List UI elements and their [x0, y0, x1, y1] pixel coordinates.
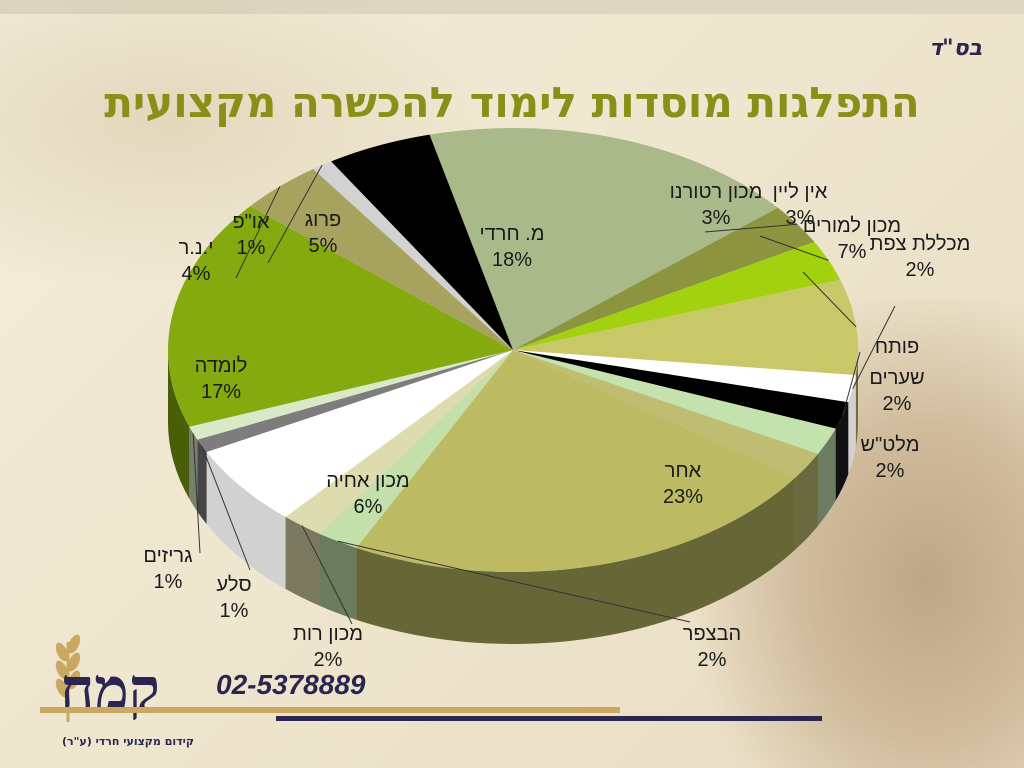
slice-label-3: מכון למורים 7%: [803, 215, 901, 263]
pie-side-6: [817, 428, 836, 526]
navy-divider: [276, 716, 822, 721]
pie-slice-0: [429, 128, 778, 350]
leader-line-4: [852, 305, 896, 390]
leader-line-2: [759, 235, 829, 261]
page-title: התפלגות מוסדות לימוד להכשרה מקצועית: [104, 78, 920, 127]
slice-label-14: לומדה 17%: [195, 355, 248, 403]
pie-slice-13: [189, 350, 513, 440]
slice-label-15: י.נ.ר 4%: [179, 237, 214, 285]
pie-side-10: [285, 516, 320, 606]
pie-slice-6: [513, 350, 836, 454]
pie-side-14: [168, 350, 190, 499]
pie-side-11: [206, 452, 286, 589]
leader-line-16: [267, 164, 323, 264]
leader-line-9: [337, 540, 691, 623]
pie-side-8: [356, 477, 796, 645]
pie-slice-4: [513, 350, 856, 403]
slice-label-5: פותח: [875, 336, 919, 358]
pie-side-3: [855, 350, 859, 448]
pie-slice-10: [285, 350, 513, 534]
pie-side-7: [795, 453, 818, 550]
pie-slice-5: [513, 350, 849, 429]
slice-label-6: שערים 2%: [869, 367, 924, 415]
leader-line-12: [201, 445, 251, 571]
pie-top: [167, 128, 858, 572]
slice-label-11: מכון אחיה 6%: [326, 470, 409, 518]
slice-label-16: או"פ 1%: [232, 211, 269, 259]
leader-line-1: [704, 223, 798, 233]
pie-sides: [168, 350, 859, 645]
pie-slice-15: [250, 169, 513, 350]
pie-slice-11: [206, 350, 513, 517]
pie-side-12: [197, 439, 207, 525]
leader-line-15: [235, 186, 281, 279]
pie-slice-3: [513, 279, 858, 376]
leader-line-13: [192, 433, 201, 554]
pie-side-4: [848, 375, 856, 475]
slice-label-1: מכון רטורנו 3%: [670, 181, 763, 229]
pie-side-9: [319, 533, 357, 620]
pie-slice-2: [513, 241, 841, 350]
pie-slice-16: [313, 161, 513, 350]
slice-label-17: פרוג 5%: [305, 209, 342, 257]
pie-slice-17: [331, 134, 513, 350]
pie-slice-7: [513, 350, 818, 478]
leader-line-3: [802, 271, 857, 328]
gold-divider: [40, 707, 620, 713]
slice-label-12: סלע 1%: [216, 574, 251, 622]
pie-slice-14: [167, 206, 513, 427]
leader-line-10: [301, 525, 353, 625]
slice-label-0: מ. חרדי 18%: [480, 223, 545, 271]
pie-labels: מ. חרדי 18% מכון רטורנו 3%אין ליין 3%מכון למ…: [143, 181, 970, 671]
slice-label-13: גריזים 1%: [143, 545, 192, 593]
pie-side-5: [835, 402, 849, 501]
slice-label-2: אין ליין 3%: [773, 181, 828, 229]
slice-label-7: מלט"ש 2%: [861, 434, 920, 482]
pie-leaders: [192, 164, 896, 625]
pie-side-13: [189, 426, 198, 512]
slice-label-8: אחר 23%: [663, 460, 703, 508]
header-note: בס"ד: [929, 36, 982, 61]
leader-line-5: [842, 351, 861, 416]
slice-label-9: הבצפר 2%: [683, 623, 741, 671]
logo-subtitle: קידום מקצועי חרדי (ע"ר): [62, 735, 194, 748]
pie-slice-12: [197, 350, 513, 453]
pie-slice-9: [319, 350, 513, 548]
phone-number: 02-5378889: [216, 669, 366, 700]
slice-label-10: מכון רות 2%: [293, 623, 363, 671]
pie-slice-1: [513, 207, 815, 350]
pie-slice-8: [356, 350, 796, 572]
slice-label-4: מכללת צפת 2%: [870, 233, 971, 281]
top-band: [0, 0, 1024, 14]
